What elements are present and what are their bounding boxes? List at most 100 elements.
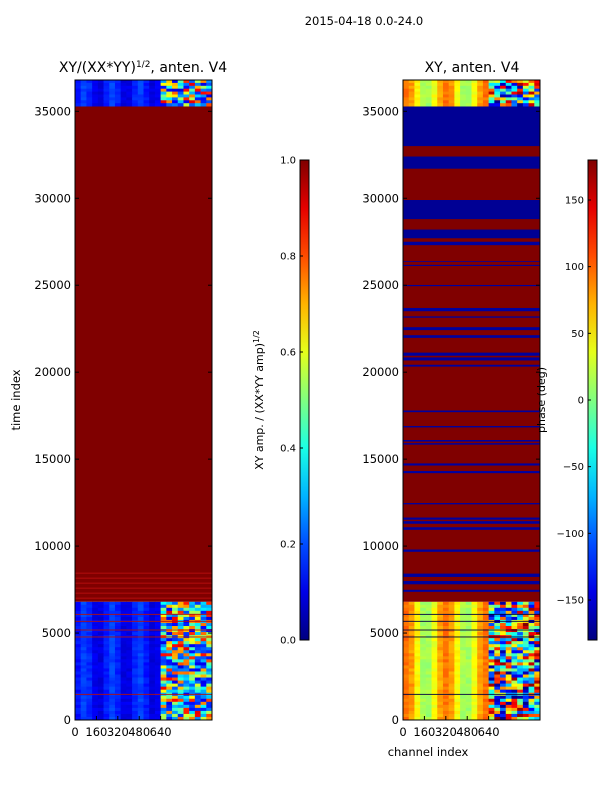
heatmap-cell bbox=[471, 85, 478, 90]
heatmap-cell bbox=[120, 632, 127, 636]
heatmap-cell bbox=[92, 674, 99, 678]
heatmap-cell bbox=[471, 707, 478, 712]
heatmap-cell bbox=[471, 650, 478, 654]
heatmap-cell bbox=[206, 88, 213, 92]
heatmap-cell bbox=[206, 638, 213, 642]
heatmap-cell bbox=[522, 653, 529, 657]
heatmap-cell bbox=[454, 662, 461, 666]
heatmap-cell bbox=[528, 683, 535, 688]
heatmap-cell bbox=[488, 653, 495, 657]
heatmap-cell bbox=[522, 647, 529, 651]
heatmap-cell bbox=[206, 695, 213, 700]
heatmap-cell bbox=[92, 641, 99, 645]
heatmap-cell bbox=[120, 677, 127, 681]
heatmap-cell bbox=[97, 94, 104, 98]
heatmap-cell bbox=[454, 701, 461, 706]
heatmap-cell bbox=[92, 644, 99, 648]
heatmap-cell bbox=[114, 82, 122, 87]
heatmap-cell bbox=[522, 80, 529, 84]
heatmap-cell bbox=[75, 632, 82, 636]
heatmap-cell bbox=[517, 94, 524, 98]
heatmap-cell bbox=[75, 592, 212, 594]
heatmap-cell bbox=[448, 601, 455, 606]
heatmap-cell bbox=[522, 656, 529, 660]
heatmap-cell bbox=[132, 659, 139, 663]
heatmap-cell bbox=[454, 659, 461, 663]
heatmap-cell bbox=[465, 683, 472, 688]
heatmap-cell bbox=[200, 632, 207, 636]
heatmap-cell bbox=[437, 683, 444, 688]
heatmap-cell bbox=[465, 653, 472, 657]
heatmap-cell bbox=[206, 662, 213, 666]
heatmap-cell bbox=[189, 629, 196, 633]
heatmap-cell bbox=[505, 710, 512, 715]
heatmap-cell bbox=[103, 97, 110, 101]
heatmap-cell bbox=[137, 674, 144, 678]
heatmap-cell bbox=[528, 686, 535, 691]
heatmap-cell bbox=[460, 689, 467, 694]
heatmap-cell bbox=[403, 659, 410, 663]
heatmap-cell bbox=[103, 695, 110, 700]
heatmap-cell bbox=[528, 638, 535, 642]
heatmap-cell bbox=[477, 601, 484, 606]
heatmap-cell bbox=[177, 716, 184, 721]
heatmap-cell bbox=[437, 659, 444, 663]
heatmap-cell bbox=[431, 710, 438, 715]
heatmap-cell bbox=[403, 364, 540, 367]
heatmap-cell bbox=[92, 613, 99, 618]
heatmap-cell bbox=[177, 674, 184, 678]
heatmap-cell bbox=[160, 97, 167, 101]
heatmap-cell bbox=[75, 629, 212, 631]
heatmap-cell bbox=[200, 604, 207, 609]
heatmap-cell bbox=[137, 713, 144, 718]
heatmap-cell bbox=[126, 698, 133, 703]
heatmap-cell bbox=[149, 689, 156, 694]
heatmap-cell bbox=[517, 704, 524, 709]
heatmap-cell bbox=[132, 698, 139, 703]
heatmap-cell bbox=[454, 604, 461, 609]
heatmap-cell bbox=[471, 613, 478, 618]
heatmap-cell bbox=[177, 601, 184, 606]
heatmap-cell bbox=[403, 668, 410, 672]
heatmap-cell bbox=[114, 656, 122, 660]
heatmap-cell bbox=[166, 650, 173, 654]
heatmap-cell bbox=[172, 97, 179, 101]
y-tick-label: 5000 bbox=[370, 626, 399, 640]
heatmap-cell bbox=[482, 674, 490, 678]
heatmap-cell bbox=[482, 97, 490, 101]
heatmap-cell bbox=[494, 80, 501, 84]
heatmap-cell bbox=[149, 707, 156, 712]
heatmap-cell bbox=[448, 656, 455, 660]
heatmap-cell bbox=[494, 647, 501, 651]
heatmap-cell bbox=[177, 698, 184, 703]
heatmap-cell bbox=[403, 549, 540, 552]
heatmap-cell bbox=[403, 644, 410, 648]
colorbar-tick-label: 0.2 bbox=[280, 540, 296, 551]
heatmap-cell bbox=[488, 677, 495, 681]
heatmap-cell bbox=[403, 701, 410, 706]
heatmap-cell bbox=[408, 704, 415, 709]
x-tick-label: 0 bbox=[71, 725, 78, 739]
heatmap-cell bbox=[414, 701, 421, 706]
heatmap-cell bbox=[183, 613, 190, 618]
heatmap-cell bbox=[137, 647, 144, 651]
heatmap-cell bbox=[500, 662, 507, 666]
heatmap-cell bbox=[75, 686, 82, 691]
heatmap-cell bbox=[200, 103, 207, 107]
heatmap-cell bbox=[408, 659, 415, 663]
heatmap-cell bbox=[189, 97, 196, 101]
heatmap-cell bbox=[206, 625, 213, 630]
heatmap-cell bbox=[194, 665, 201, 669]
heatmap-cell bbox=[477, 94, 484, 98]
heatmap-cell bbox=[482, 704, 490, 709]
heatmap-cell bbox=[183, 622, 190, 627]
heatmap-cell bbox=[431, 665, 438, 669]
heatmap-cell bbox=[448, 629, 455, 633]
heatmap-cell bbox=[137, 616, 144, 621]
heatmap-cell bbox=[403, 94, 410, 98]
heatmap-cell bbox=[114, 641, 122, 645]
heatmap-cell bbox=[183, 604, 190, 609]
heatmap-cell bbox=[522, 638, 529, 642]
heatmap-cell bbox=[534, 622, 541, 627]
heatmap-cell bbox=[154, 647, 162, 651]
